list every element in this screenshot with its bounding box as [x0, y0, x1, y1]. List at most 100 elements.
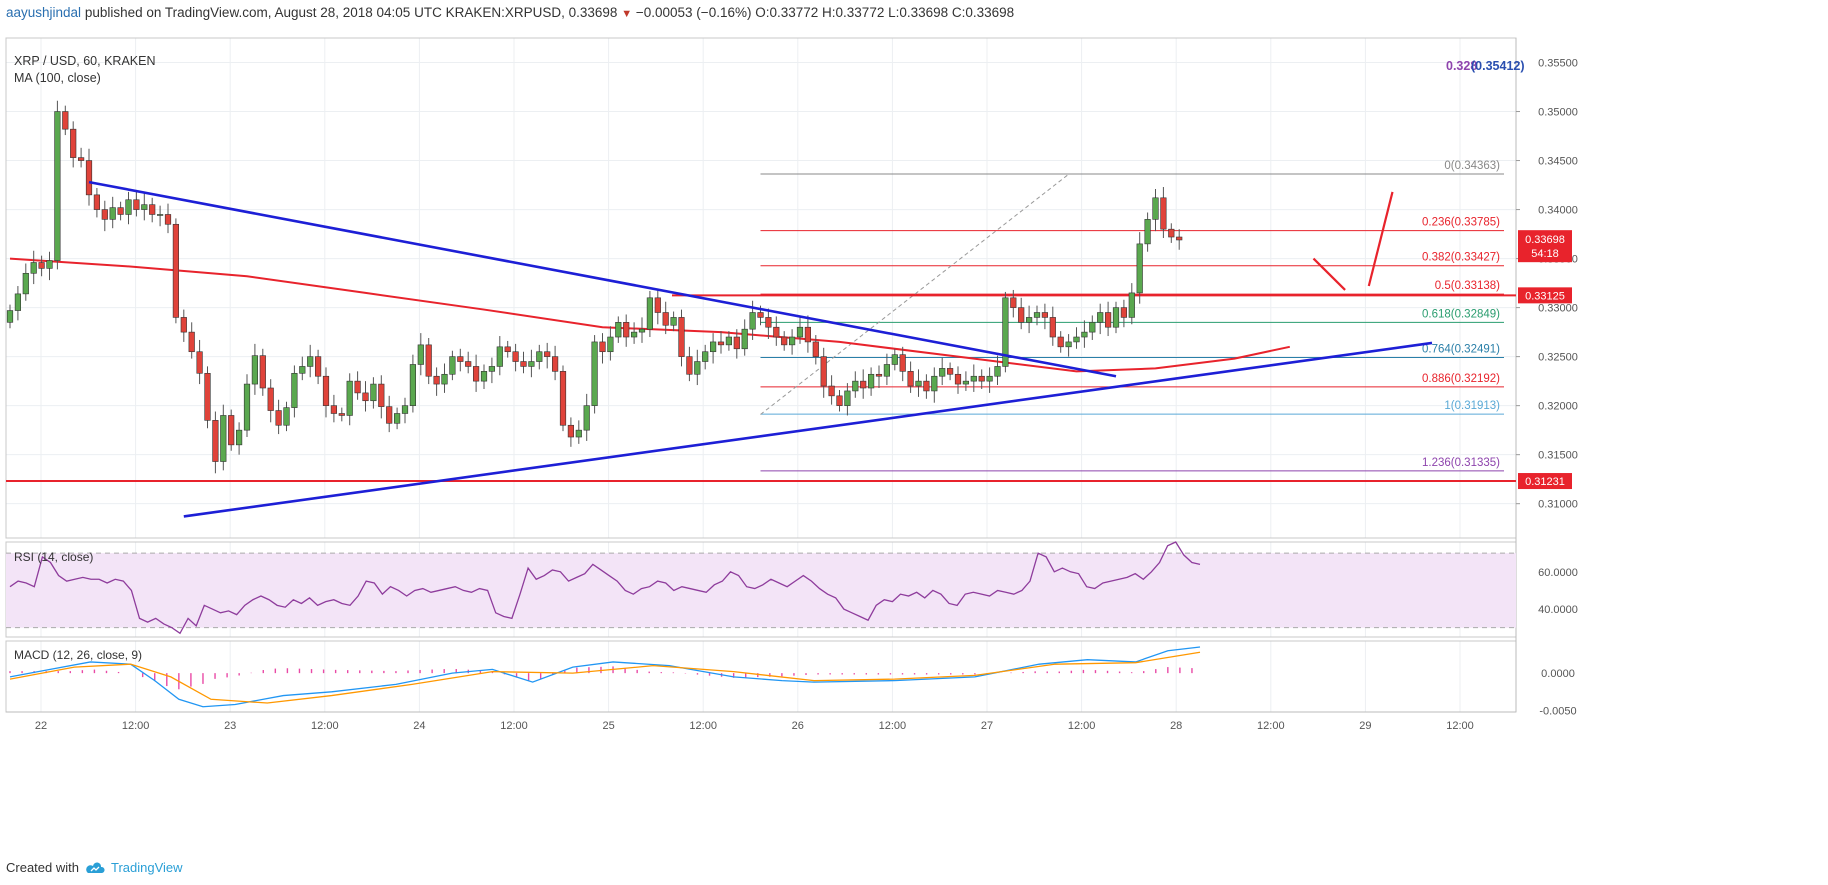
chart-labels: 0.33125 0.31231 0.33698 54:18 0.328(0.35412)… — [14, 54, 1572, 490]
x-tick-label: 12:00 — [1068, 720, 1096, 732]
candle-body — [583, 405, 590, 431]
candle-body — [338, 413, 345, 416]
candle-body — [591, 341, 598, 406]
rsi-pane: 40.0000 60.0000 RSI (14, close) — [6, 541, 1578, 635]
candle-body — [354, 380, 361, 394]
y-tick-label: 0.34500 — [1538, 156, 1578, 168]
candle-body — [931, 375, 938, 392]
candle-body — [749, 312, 756, 330]
y-tick-label: 0.31500 — [1538, 450, 1578, 462]
candle-body — [986, 375, 993, 382]
header-bar: aayushjindal published on TradingView.co… — [6, 5, 1014, 27]
level-price-label: 0.33125 — [1525, 290, 1565, 302]
candle-body — [623, 322, 630, 338]
trendline — [183, 341, 1433, 518]
tradingview-cloud-icon — [86, 861, 105, 873]
candle-body — [78, 157, 85, 161]
macd-line — [9, 646, 1201, 708]
x-tick-label: 12:00 — [311, 720, 339, 732]
y-tick-label: 0.35500 — [1538, 58, 1578, 70]
chart-title: XRP / USD, 60, KRAKEN — [14, 54, 156, 68]
trendlines — [88, 180, 1433, 518]
rsi-band — [6, 553, 1516, 628]
candle-body — [1152, 197, 1159, 220]
candle-body — [954, 373, 962, 385]
candle-body — [228, 415, 235, 446]
tradingview-link[interactable]: TradingView — [110, 860, 183, 875]
candle-body — [694, 361, 701, 375]
candle-body — [1168, 228, 1175, 238]
level-price-label: 0.31231 — [1525, 476, 1565, 488]
candle-body — [1128, 292, 1135, 318]
candle-body — [330, 405, 338, 414]
x-tick-label: 26 — [792, 720, 804, 732]
y-tick-label: 0.31000 — [1538, 499, 1578, 511]
candle-body — [449, 356, 456, 375]
candle-body — [962, 380, 969, 385]
macd-pane: 0.0000 -0.0050 MACD (12, 26, close, 9) — [9, 646, 1577, 718]
ohlc-values: O:0.33772 H:0.33772 L:0.33698 C:0.33698 — [755, 5, 1015, 20]
fib-level-label: 1.236(0.31335) — [1422, 457, 1500, 469]
candle-body — [267, 387, 274, 411]
candle-body — [117, 207, 124, 215]
candle-body — [188, 331, 195, 353]
last-price-label: 0.33698 — [1525, 234, 1565, 246]
candle-body — [670, 317, 677, 326]
x-tick-label: 25 — [602, 720, 614, 732]
candle-body — [994, 366, 1001, 377]
candle-body — [101, 209, 108, 220]
x-tick-label: 12:00 — [1257, 720, 1285, 732]
x-tick-label: 29 — [1359, 720, 1371, 732]
candle-body — [599, 341, 606, 353]
macd-tick-label: 0.0000 — [1541, 668, 1575, 680]
candle-body — [157, 214, 164, 216]
candle-body — [1073, 336, 1080, 343]
candle-body — [575, 429, 582, 438]
candle-body — [788, 336, 796, 346]
candle-body — [1136, 243, 1143, 294]
chart-subtitle: MA (100, close) — [14, 71, 101, 85]
candle-body — [1089, 322, 1096, 333]
candle-body — [22, 272, 29, 295]
candle-body — [923, 380, 930, 392]
candle-body — [899, 354, 906, 372]
candle-body — [164, 214, 172, 225]
candle-body — [54, 111, 61, 261]
fib-level-label: 0.764(0.32491) — [1422, 344, 1500, 356]
fib-level-label: 0.5(0.33138) — [1435, 280, 1500, 292]
y-tick-label: 0.33000 — [1538, 303, 1578, 315]
candle-body — [70, 128, 77, 158]
candle-body — [141, 204, 148, 210]
candle-body — [1112, 307, 1120, 328]
candle-body — [496, 346, 503, 367]
candle-body — [725, 336, 732, 346]
candle-body — [939, 368, 946, 377]
candle-body — [504, 346, 511, 353]
candle-body — [14, 293, 21, 311]
candle-body — [836, 395, 843, 406]
candle-body — [62, 111, 69, 130]
candle-body — [1049, 317, 1056, 338]
candle-body — [978, 375, 985, 382]
candle-body — [1065, 341, 1072, 348]
candle-body — [1057, 336, 1064, 348]
macd-tick-label: -0.0050 — [1539, 706, 1576, 718]
fib-level-label: 1(0.31913) — [1444, 400, 1500, 412]
candle-body — [180, 317, 187, 333]
fib-level-label: 0.886(0.32192) — [1422, 373, 1500, 385]
author-link[interactable]: aayushjindal — [6, 5, 82, 20]
candle-body — [30, 262, 37, 274]
candle-body — [883, 364, 890, 377]
candle-body — [662, 312, 669, 326]
fib-level-label: 0.236(0.33785) — [1422, 217, 1500, 229]
macd-title: MACD (12, 26, close, 9) — [14, 648, 142, 662]
fib-level-label: 0.382(0.33427) — [1422, 252, 1500, 264]
candle-body — [678, 317, 685, 357]
candle-body — [765, 317, 772, 328]
candle-body — [512, 351, 519, 362]
candle-body — [1176, 236, 1183, 241]
rsi-tick-label: 60.0000 — [1538, 567, 1578, 579]
candle-body — [615, 322, 622, 338]
candle-body — [425, 344, 432, 377]
